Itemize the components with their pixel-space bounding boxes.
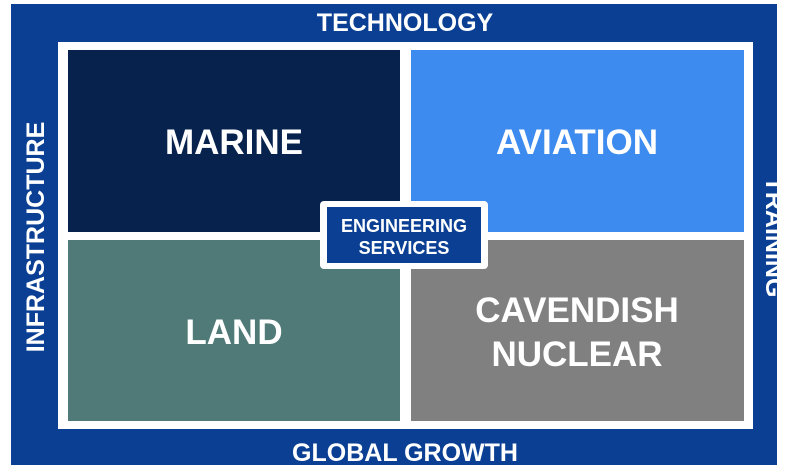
quadrant-label: LAND xyxy=(185,313,282,352)
left-label: INFRASTRUCTURE xyxy=(22,122,50,353)
text-line: SERVICES xyxy=(359,238,450,258)
text-line: NUCLEAR xyxy=(491,335,662,374)
center-box xyxy=(327,207,481,263)
center-label: ENGINEERING SERVICES xyxy=(341,216,467,258)
quadrant-nuclear xyxy=(411,240,744,421)
bottom-label: GLOBAL GROWTH xyxy=(292,439,518,467)
text-line: ENGINEERING xyxy=(341,216,467,236)
quadrant-label: MARINE xyxy=(165,123,303,162)
quadrant-label: AVIATION xyxy=(496,123,658,162)
quadrant-label: CAVENDISH NUCLEAR xyxy=(475,291,679,374)
top-label: TECHNOLOGY xyxy=(317,9,494,37)
text-line: CAVENDISH xyxy=(475,291,679,330)
quadrant-land xyxy=(68,240,400,421)
right-label: TRAINING xyxy=(760,177,788,298)
